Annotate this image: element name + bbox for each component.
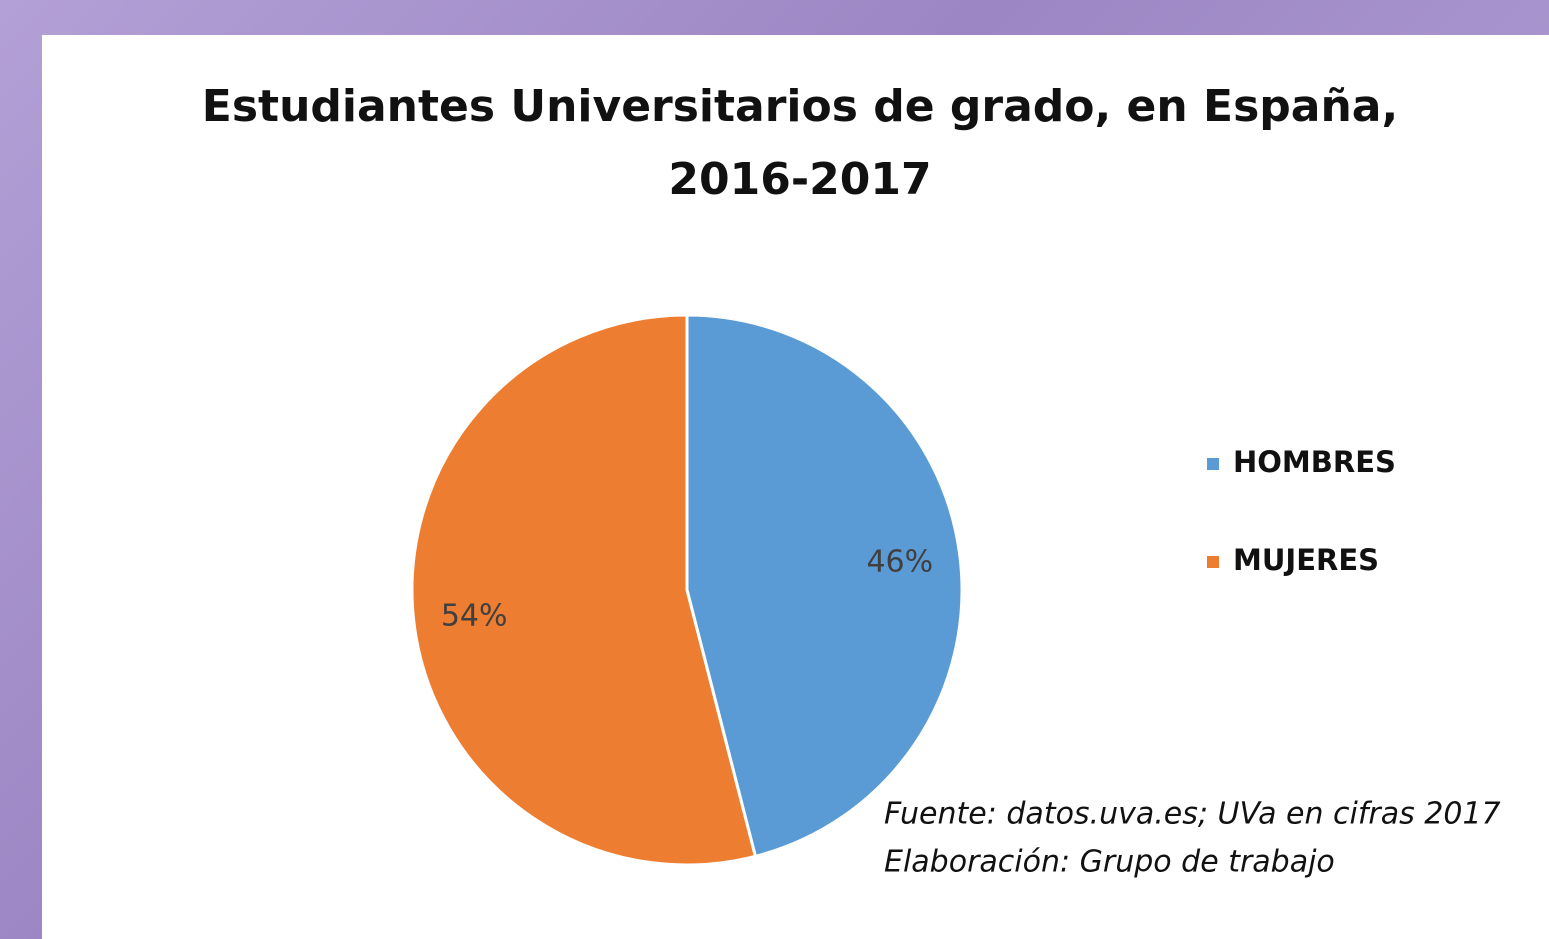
data-label: 54% [441,598,508,633]
pie-slice [410,313,758,867]
legend-label: HOMBRES [1233,445,1396,479]
annotation: Fuente: datos.uva.es; UVa en cifras 2017 [884,797,1501,832]
legend-swatch [1207,556,1219,568]
legend-label: MUJERES [1233,543,1379,577]
annotation: Elaboración: Grupo de trabajo [884,845,1335,880]
legend-swatch [1207,458,1219,470]
pie-slice [685,313,964,859]
chart-title: Estudiantes Universitarios de grado, en … [201,81,1399,205]
data-label: 46% [866,545,933,580]
